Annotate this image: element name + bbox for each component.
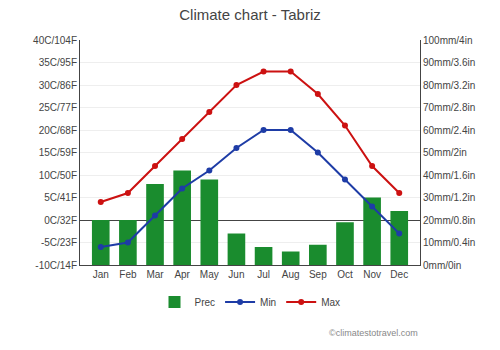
svg-text:May: May [200, 269, 219, 280]
svg-text:10C/50F: 10C/50F [39, 170, 77, 181]
svg-text:Feb: Feb [119, 269, 137, 280]
svg-text:40mm/1.6in: 40mm/1.6in [423, 170, 475, 181]
svg-text:Jul: Jul [257, 269, 270, 280]
svg-text:-5C/23F: -5C/23F [41, 237, 77, 248]
svg-text:5C/41F: 5C/41F [44, 192, 77, 203]
svg-text:40C/104F: 40C/104F [33, 35, 77, 46]
svg-text:-10C/14F: -10C/14F [35, 260, 77, 271]
svg-text:Mar: Mar [146, 269, 164, 280]
svg-text:50mm/2in: 50mm/2in [423, 147, 467, 158]
svg-text:35C/95F: 35C/95F [39, 57, 77, 68]
svg-text:30C/86F: 30C/86F [39, 80, 77, 91]
svg-text:Prec: Prec [195, 297, 216, 308]
svg-text:90mm/3.6in: 90mm/3.6in [423, 57, 475, 68]
svg-text:Dec: Dec [390, 269, 408, 280]
svg-text:©climatestotravel.com: ©climatestotravel.com [329, 328, 418, 338]
svg-text:10mm/0.4in: 10mm/0.4in [423, 237, 475, 248]
svg-text:Oct: Oct [337, 269, 353, 280]
svg-text:Jun: Jun [228, 269, 244, 280]
svg-text:Climate chart - Tabriz: Climate chart - Tabriz [179, 6, 320, 23]
svg-text:80mm/3.2in: 80mm/3.2in [423, 80, 475, 91]
svg-text:20mm/0.8in: 20mm/0.8in [423, 215, 475, 226]
svg-text:0mm/0in: 0mm/0in [423, 260, 461, 271]
svg-text:70mm/2.8in: 70mm/2.8in [423, 102, 475, 113]
svg-text:Sep: Sep [309, 269, 327, 280]
svg-text:Jan: Jan [93, 269, 109, 280]
svg-text:Max: Max [321, 297, 340, 308]
svg-text:100mm/4in: 100mm/4in [423, 35, 472, 46]
svg-text:30mm/1.2in: 30mm/1.2in [423, 192, 475, 203]
svg-text:Aug: Aug [282, 269, 300, 280]
svg-text:Min: Min [260, 297, 276, 308]
svg-text:20C/68F: 20C/68F [39, 125, 77, 136]
svg-text:15C/59F: 15C/59F [39, 147, 77, 158]
svg-text:Nov: Nov [363, 269, 381, 280]
svg-text:Apr: Apr [174, 269, 190, 280]
svg-text:25C/77F: 25C/77F [39, 102, 77, 113]
svg-text:0C/32F: 0C/32F [44, 215, 77, 226]
svg-text:60mm/2.4in: 60mm/2.4in [423, 125, 475, 136]
